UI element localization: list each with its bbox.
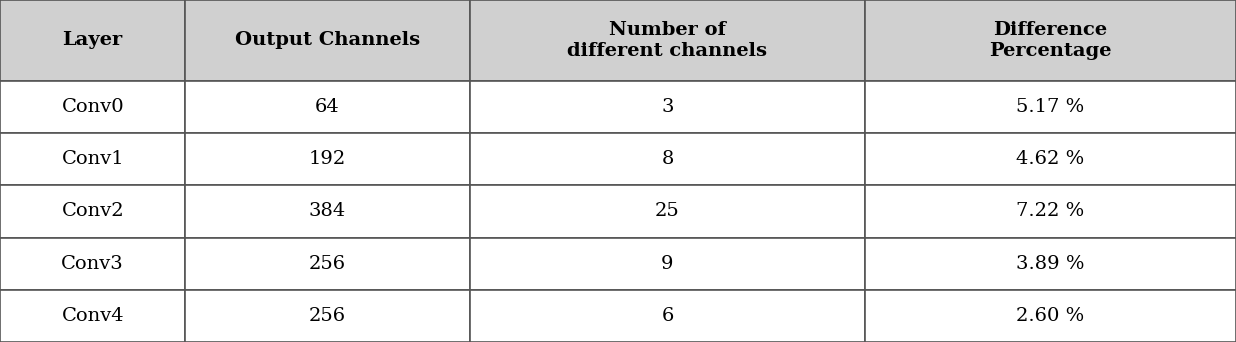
Text: 25: 25 xyxy=(655,202,680,221)
Bar xyxy=(185,185,470,238)
Text: 192: 192 xyxy=(309,150,346,168)
Text: Output Channels: Output Channels xyxy=(235,31,420,50)
Bar xyxy=(865,133,1236,185)
Text: Conv2: Conv2 xyxy=(62,202,124,221)
Text: Difference
Percentage: Difference Percentage xyxy=(989,21,1112,60)
Bar xyxy=(470,81,865,133)
Text: 3: 3 xyxy=(661,98,674,116)
Bar xyxy=(0,290,185,342)
Bar xyxy=(865,238,1236,290)
Text: 4.62 %: 4.62 % xyxy=(1016,150,1085,168)
Bar xyxy=(865,0,1236,81)
Text: 64: 64 xyxy=(315,98,340,116)
Text: 384: 384 xyxy=(309,202,346,221)
Bar xyxy=(185,290,470,342)
Text: 5.17 %: 5.17 % xyxy=(1016,98,1085,116)
Bar xyxy=(0,133,185,185)
Text: 256: 256 xyxy=(309,255,346,273)
Text: Conv1: Conv1 xyxy=(62,150,124,168)
Text: 7.22 %: 7.22 % xyxy=(1016,202,1085,221)
Bar xyxy=(185,133,470,185)
Text: Conv0: Conv0 xyxy=(62,98,124,116)
Text: 256: 256 xyxy=(309,307,346,325)
Text: Number of
different channels: Number of different channels xyxy=(567,21,768,60)
Text: 9: 9 xyxy=(661,255,674,273)
Bar xyxy=(185,0,470,81)
Bar xyxy=(470,290,865,342)
Bar xyxy=(470,185,865,238)
Bar xyxy=(470,238,865,290)
Bar xyxy=(470,0,865,81)
Text: 3.89 %: 3.89 % xyxy=(1016,255,1085,273)
Bar xyxy=(0,0,185,81)
Text: 2.60 %: 2.60 % xyxy=(1016,307,1085,325)
Bar xyxy=(865,290,1236,342)
Bar xyxy=(865,185,1236,238)
Text: Layer: Layer xyxy=(63,31,122,50)
Bar xyxy=(0,238,185,290)
Bar xyxy=(185,81,470,133)
Bar xyxy=(0,185,185,238)
Text: 8: 8 xyxy=(661,150,674,168)
Text: Conv4: Conv4 xyxy=(62,307,124,325)
Text: 6: 6 xyxy=(661,307,674,325)
Bar xyxy=(865,81,1236,133)
Text: Conv3: Conv3 xyxy=(62,255,124,273)
Bar xyxy=(0,81,185,133)
Bar xyxy=(185,238,470,290)
Bar xyxy=(470,133,865,185)
